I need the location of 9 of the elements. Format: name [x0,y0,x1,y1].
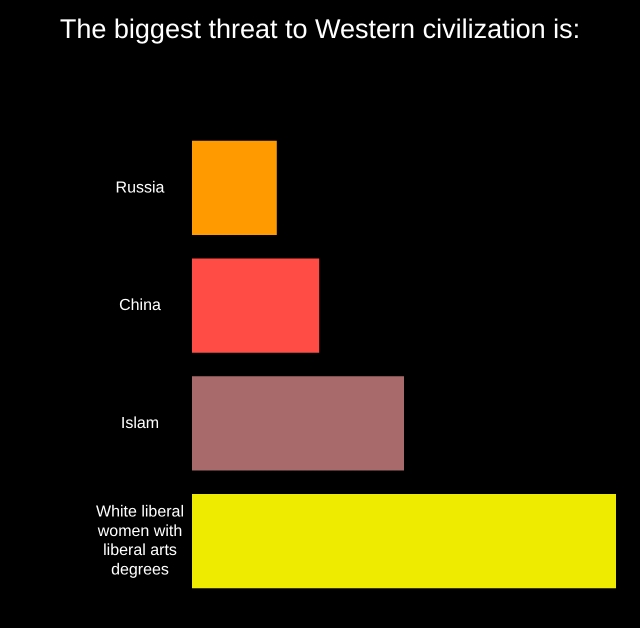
chart-title: The biggest threat to Western civilization is: [58,13,582,46]
bar [192,494,616,588]
bar [192,140,277,235]
y-tick-label: Islam [120,414,160,432]
bar [192,258,320,353]
y-tick-label: Russia [116,179,165,196]
y-tick-label: China [119,297,161,314]
bar [192,376,404,470]
y-tick-label: White liberal women with liberal arts degrees [96,504,184,578]
